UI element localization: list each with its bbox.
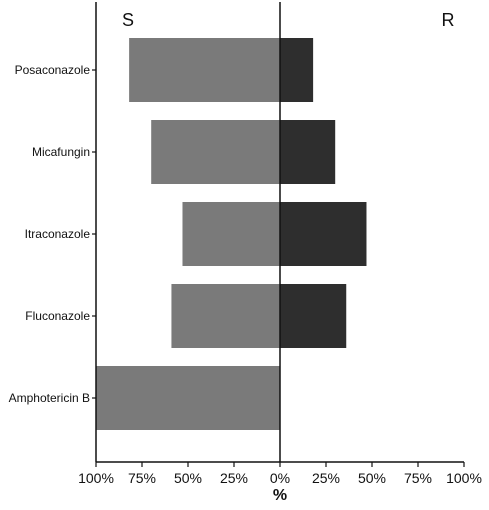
x-tick-label: 50% <box>358 470 386 486</box>
x-tick-label: 75% <box>128 470 156 486</box>
bars-group <box>96 38 367 430</box>
bar-s-fluconazole <box>171 284 280 348</box>
bar-s-micafungin <box>151 120 280 184</box>
x-axis-title: % <box>273 487 287 504</box>
y-tick-label: Posaconazole <box>15 63 91 77</box>
bar-r-fluconazole <box>280 284 347 348</box>
x-tick-label: 25% <box>312 470 340 486</box>
x-tick-label: 0% <box>270 470 290 486</box>
x-tick-label: 50% <box>174 470 202 486</box>
bar-s-amphotericin-b <box>96 366 280 430</box>
bar-r-micafungin <box>280 120 336 184</box>
side-label-s: S <box>122 10 134 30</box>
y-tick-labels: Posaconazole Micafungin Itraconazole Flucon… <box>9 63 91 405</box>
y-tick-label: Itraconazole <box>25 227 91 241</box>
x-tick-label: 100% <box>78 470 114 486</box>
side-label-r: R <box>442 10 455 30</box>
x-tick-label: 75% <box>404 470 432 486</box>
axes-group <box>92 2 465 467</box>
x-tick-label: 25% <box>220 470 248 486</box>
x-tick-labels: 100% 75% 50% 25% 0% 25% 50% 75% 100% <box>78 470 482 486</box>
y-tick-label: Amphotericin B <box>9 391 90 405</box>
y-tick-label: Fluconazole <box>25 309 90 323</box>
bar-s-itraconazole <box>182 202 280 266</box>
bar-r-posaconazole <box>280 38 314 102</box>
x-tick-label: 100% <box>446 470 482 486</box>
bar-s-posaconazole <box>129 38 280 102</box>
bar-r-itraconazole <box>280 202 367 266</box>
y-tick-label: Micafungin <box>32 145 90 159</box>
